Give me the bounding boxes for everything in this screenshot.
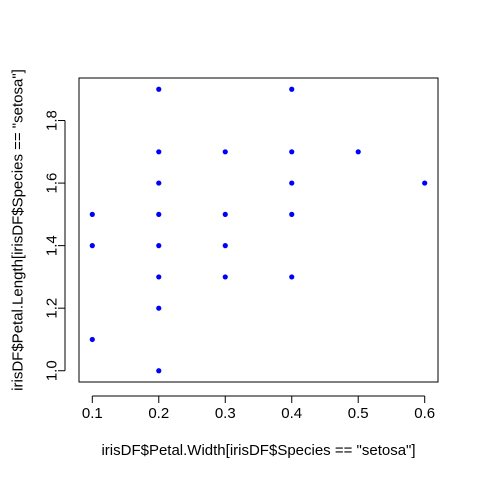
y-tick-label: 1.0 <box>44 360 61 381</box>
data-point <box>222 211 228 217</box>
data-point <box>222 243 228 249</box>
y-tick-label: 1.6 <box>44 173 61 194</box>
x-axis-title: irisDF$Petal.Width[irisDF$Species == "se… <box>101 442 415 459</box>
data-point <box>156 274 162 280</box>
x-tick-label: 0.1 <box>82 405 103 422</box>
data-point <box>222 149 228 155</box>
data-point <box>222 274 228 280</box>
data-point <box>289 180 295 186</box>
y-tick-label: 1.2 <box>44 298 61 319</box>
x-axis: 0.1 0.2 0.3 0.4 0.5 0.6 <box>82 395 435 422</box>
y-tick-label: 1.4 <box>44 235 61 256</box>
x-tick-label: 0.3 <box>215 405 236 422</box>
y-axis: 1.0 1.2 1.4 1.6 1.8 <box>44 110 66 381</box>
x-tick-label: 0.5 <box>348 405 369 422</box>
data-point <box>289 149 295 155</box>
data-point <box>156 305 162 311</box>
data-point <box>156 180 162 186</box>
x-tick-label: 0.4 <box>281 405 302 422</box>
data-point <box>289 274 295 280</box>
y-axis-title: irisDF$Petal.Length[irisDF$Species == "s… <box>10 69 27 391</box>
data-point <box>289 211 295 217</box>
data-point <box>156 368 162 374</box>
data-point <box>89 211 95 217</box>
data-point <box>422 180 428 186</box>
data-point <box>89 336 95 343</box>
data-point <box>156 243 162 249</box>
data-point <box>89 243 95 249</box>
data-point <box>156 211 162 217</box>
plot-area-border <box>78 77 439 383</box>
data-point <box>289 86 295 92</box>
data-point <box>156 149 162 155</box>
x-tick-label: 0.2 <box>148 405 169 422</box>
y-tick-label: 1.8 <box>44 110 61 131</box>
data-points <box>89 86 428 374</box>
data-point <box>355 149 361 155</box>
data-point <box>156 86 162 92</box>
x-tick-label: 0.6 <box>414 405 435 422</box>
